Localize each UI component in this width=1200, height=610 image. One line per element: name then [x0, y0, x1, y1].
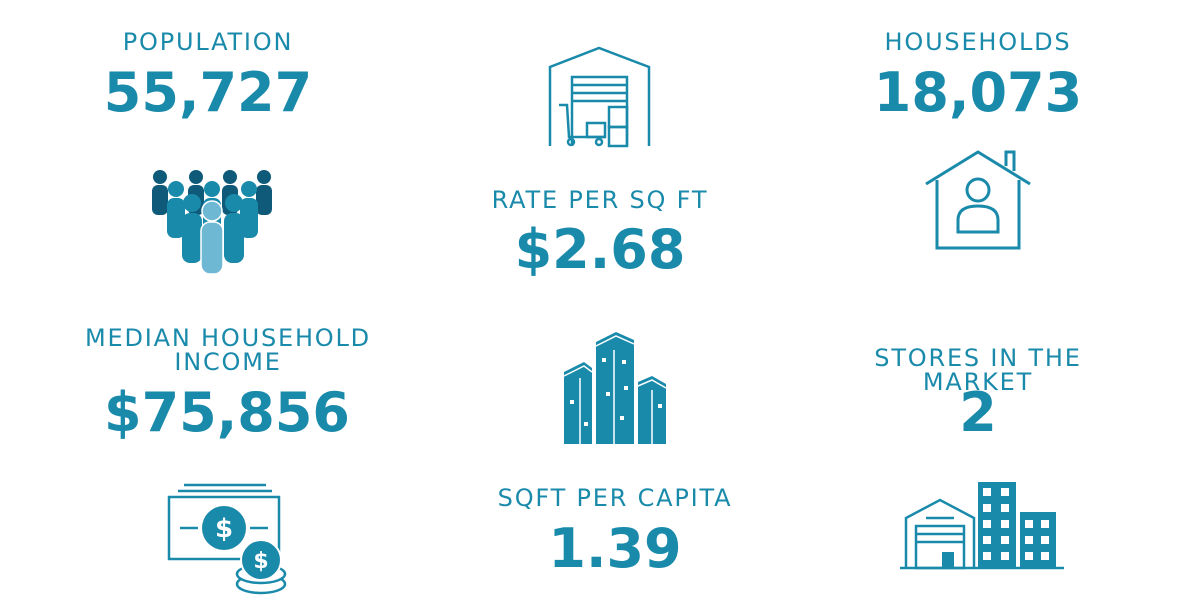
- households-value: 18,073: [873, 61, 1083, 124]
- stores-label-line1: STORES IN THE: [874, 344, 1082, 372]
- svg-text:$: $: [253, 549, 268, 574]
- households-label: HOUSEHOLDS: [884, 28, 1072, 56]
- stores-value: 2: [959, 381, 997, 444]
- house-person-icon: [922, 148, 1034, 250]
- store-buildings-icon: [898, 478, 1066, 570]
- rate-value: $2.68: [514, 218, 686, 281]
- income-label-line2: INCOME: [174, 348, 282, 376]
- income-value: $75,856: [104, 381, 350, 444]
- sqft-label: SQFT PER CAPITA: [497, 484, 733, 512]
- stores-label-line2: MARKET: [922, 368, 1034, 396]
- people-group-icon: [150, 165, 275, 275]
- rate-label: RATE PER SQ FT: [491, 186, 709, 214]
- money-bill-coins-icon: $ $: [166, 482, 288, 596]
- population-value: 55,727: [103, 61, 313, 124]
- warehouse-icon: [547, 45, 652, 148]
- skyscrapers-icon: [562, 330, 668, 446]
- sqft-value: 1.39: [548, 517, 682, 580]
- population-label: POPULATION: [122, 28, 294, 56]
- income-label-line1: MEDIAN HOUSEHOLD: [85, 324, 371, 352]
- svg-text:$: $: [215, 514, 233, 544]
